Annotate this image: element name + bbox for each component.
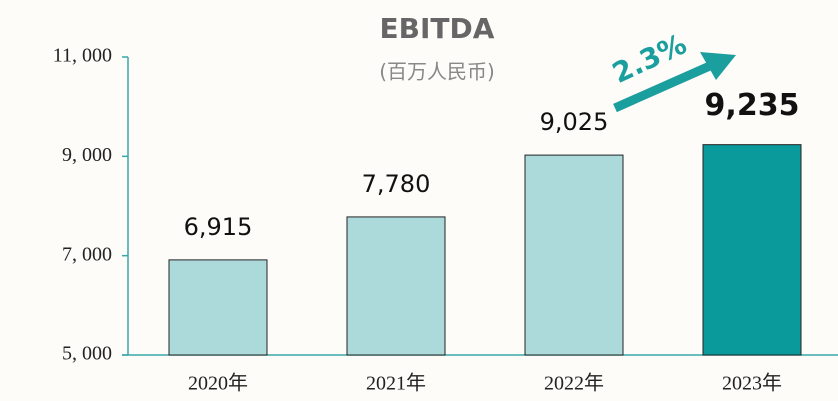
growth-arrow <box>613 60 714 113</box>
chart-subtitle: (百万人民币) <box>379 60 495 84</box>
x-tick-label: 2023年 <box>722 372 782 395</box>
bar <box>702 144 802 356</box>
bar <box>168 259 268 356</box>
x-tick-label: 2022年 <box>544 372 604 395</box>
x-tick-label: 2020年 <box>188 372 248 395</box>
bar <box>524 154 624 356</box>
y-tick-label: 7, 000 <box>62 243 112 265</box>
chart-title: EBITDA <box>380 12 495 45</box>
growth-arrowhead <box>700 52 736 80</box>
value-label: 7,780 <box>362 170 431 198</box>
y-tick-label: 9, 000 <box>62 144 112 166</box>
bar <box>346 216 446 356</box>
y-tick-label: 5, 000 <box>62 343 112 365</box>
value-label: 9,025 <box>540 108 609 136</box>
y-tick-label: 11, 000 <box>53 45 112 67</box>
value-label: 6,915 <box>184 213 253 241</box>
x-tick-label: 2021年 <box>366 372 426 395</box>
value-label: 9,235 <box>705 88 800 123</box>
